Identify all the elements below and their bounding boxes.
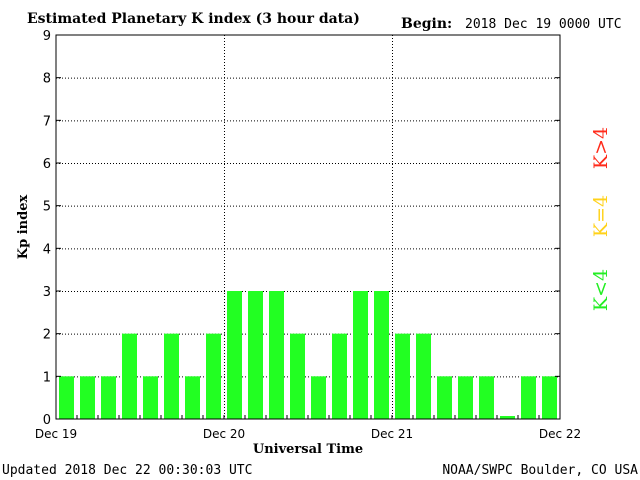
- chart-title: Estimated Planetary K index (3 hour data…: [27, 11, 360, 27]
- kp-bar: [374, 291, 389, 419]
- kp-bar: [185, 376, 200, 419]
- kp-bar: [59, 376, 74, 419]
- begin-value: 2018 Dec 19 0000 UTC: [465, 17, 622, 32]
- x-axis-label: Universal Time: [253, 442, 363, 457]
- y-tick-label: 5: [43, 200, 51, 215]
- x-tick-label: Dec 22: [539, 427, 581, 441]
- kp-bar: [290, 333, 305, 419]
- kp-bar: [479, 376, 494, 419]
- kp-bar: [353, 291, 368, 419]
- kp-bar: [227, 291, 242, 419]
- y-axis-label: Kp index: [16, 195, 31, 260]
- legend-entry: K<4: [590, 269, 612, 311]
- tick-labels: 0 1 2 3 4 5 6 7 8 9 Dec 19 Dec 20 Dec 21 Dec 22: [35, 29, 581, 441]
- kp-bar: [542, 376, 557, 419]
- kp-bar: [143, 376, 158, 419]
- y-tick-label: 9: [43, 29, 51, 44]
- axis-ticks: [55, 34, 561, 420]
- updated-timestamp: Updated 2018 Dec 22 00:30:03 UTC: [2, 463, 252, 478]
- legend-entry: K=4: [590, 195, 612, 237]
- y-tick-label: 4: [43, 242, 51, 257]
- kp-bar: [122, 333, 137, 419]
- x-tick-label: Dec 20: [203, 427, 245, 441]
- kp-bar: [395, 333, 410, 419]
- y-tick-label: 0: [43, 413, 51, 428]
- kp-bar: [311, 376, 326, 419]
- kp-bar: [521, 376, 536, 419]
- bars: [59, 291, 557, 419]
- legend: K<4 K=4 K>4: [590, 127, 612, 311]
- kp-bar: [437, 376, 452, 419]
- kp-bar: [332, 333, 347, 419]
- kp-bar: [164, 333, 179, 419]
- y-tick-label: 2: [43, 328, 51, 343]
- y-tick-label: 1: [43, 370, 51, 385]
- kp-bar: [458, 376, 473, 419]
- kp-bar: [248, 291, 263, 419]
- y-tick-label: 3: [43, 285, 51, 300]
- y-tick-label: 6: [43, 157, 51, 172]
- kp-bar: [101, 376, 116, 419]
- y-tick-label: 8: [43, 72, 51, 87]
- begin-label: Begin:: [401, 16, 452, 32]
- kp-bar: [80, 376, 95, 419]
- legend-entry: K>4: [590, 127, 612, 169]
- kp-bar: [206, 333, 221, 419]
- grid-lines: [56, 35, 560, 419]
- x-tick-label: Dec 19: [35, 427, 77, 441]
- y-tick-label: 7: [43, 114, 51, 129]
- kp-bar: [269, 291, 284, 419]
- x-tick-label: Dec 21: [371, 427, 413, 441]
- kp-bar: [416, 333, 431, 419]
- kp-bar: [500, 416, 515, 419]
- source-credit: NOAA/SWPC Boulder, CO USA: [442, 463, 638, 478]
